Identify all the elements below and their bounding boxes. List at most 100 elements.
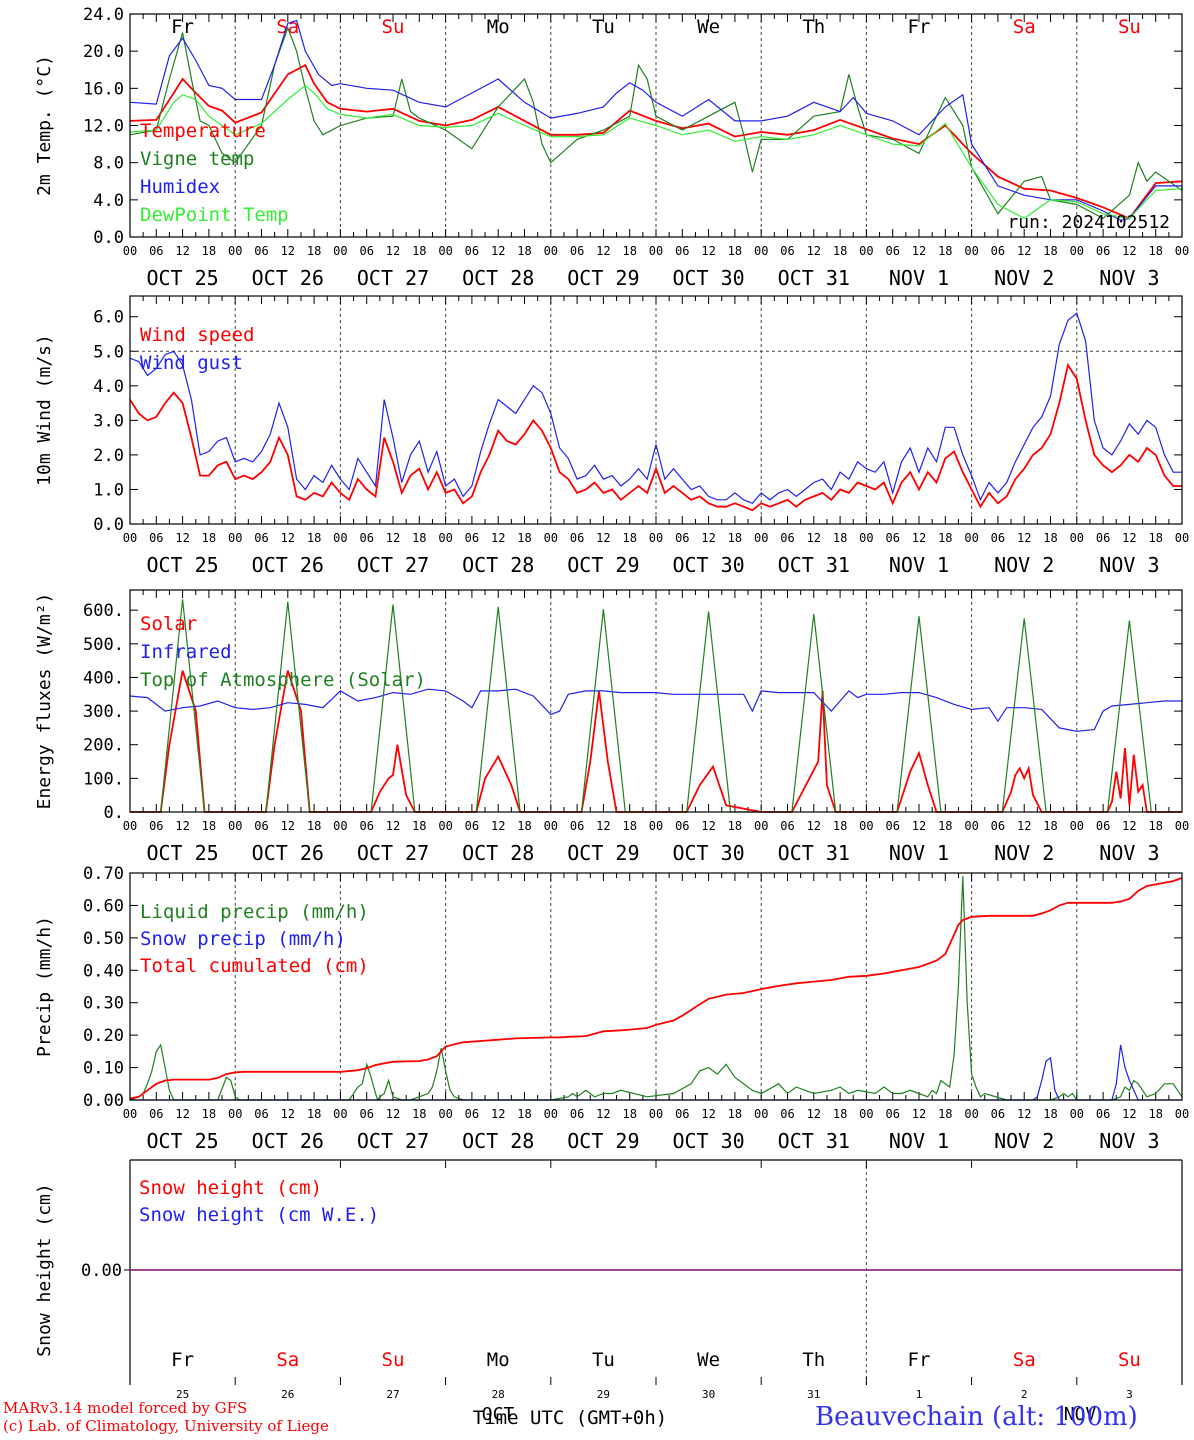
legend-wind-speed: Wind speed	[140, 324, 254, 346]
legend-snow-height-cm: Snow height (cm)	[139, 1177, 322, 1199]
hour-tick-label: 12	[1122, 244, 1136, 258]
hour-tick-label: 00	[754, 531, 768, 545]
legend-total-cumulated-cm: Total cumulated (cm)	[140, 955, 369, 977]
hour-tick-label: 00	[1175, 819, 1189, 833]
date-label: NOV 2	[994, 553, 1054, 577]
hour-tick-label: 00	[964, 1107, 978, 1121]
weekday-bottom: Mo	[487, 1349, 510, 1371]
date-label: OCT 27	[357, 553, 429, 577]
hour-tick-label: 18	[1148, 531, 1162, 545]
date-label: OCT 30	[672, 1129, 744, 1153]
weekday-bottom: Sa	[1013, 1349, 1036, 1371]
ytick-label: 12.0	[83, 117, 124, 137]
hour-tick-label: 06	[149, 244, 163, 258]
date-label: NOV 3	[1099, 841, 1159, 865]
weekday-bottom: We	[697, 1349, 720, 1371]
date-label: OCT 27	[357, 841, 429, 865]
date-label: NOV 3	[1099, 553, 1159, 577]
hour-tick-label: 06	[570, 819, 584, 833]
hour-tick-label: 00	[333, 1107, 347, 1121]
panel-5: 0.00 Snow height (cm) Snow height (cm) Snow…	[34, 1159, 1183, 1429]
ytick-label: 0.60	[83, 896, 124, 916]
hour-tick-label: 06	[780, 531, 794, 545]
model-credit: MARv3.14 model forced by GFS (c) Lab. of…	[3, 1399, 329, 1435]
hour-tick-label: 00	[964, 244, 978, 258]
hour-tick-label: 18	[938, 531, 952, 545]
hour-tick-label: 00	[544, 1107, 558, 1121]
hour-tick-label: 06	[780, 244, 794, 258]
hour-tick-label: 12	[912, 1107, 926, 1121]
hour-tick-label: 12	[1122, 531, 1136, 545]
date-label: OCT 25	[146, 1129, 218, 1153]
hour-tick-label: 00	[1070, 819, 1084, 833]
date-label: OCT 28	[462, 841, 534, 865]
hour-tick-label: 06	[254, 1107, 268, 1121]
hour-tick-label: 12	[912, 819, 926, 833]
panel-4: 0.00 0.10 0.20 0.30 0.40 0.50 0.60 0.70 Precip (…	[34, 864, 1189, 1153]
hour-tick-label: 18	[412, 244, 426, 258]
hour-tick-label: 00	[333, 244, 347, 258]
date-label: OCT 26	[252, 841, 324, 865]
month-label-oct: OCT	[482, 1404, 515, 1425]
hour-tick-label: 00	[333, 531, 347, 545]
weekday-header: Tu	[592, 16, 615, 38]
panel-2: 0.0 1.0 2.0 3.0 4.0 5.0 6.0 10m Wind (m/s) 00 06 1…	[34, 295, 1189, 577]
legend-snow-precip-mm-h: Snow precip (mm/h)	[140, 928, 346, 950]
hour-tick-label: 12	[281, 1107, 295, 1121]
date-label: OCT 28	[462, 553, 534, 577]
hour-tick-label: 12	[491, 1107, 505, 1121]
station-label: Beauvechain (alt: 100m)	[815, 1402, 1138, 1432]
y-axis-label: 2m Temp. (°C)	[34, 55, 55, 196]
hour-tick-label: 12	[175, 1107, 189, 1121]
hour-tick-label: 18	[202, 531, 216, 545]
ytick-label: 0.00	[81, 1261, 122, 1281]
hour-tick-label: 06	[1096, 1107, 1110, 1121]
y-axis-label: Precip (mm/h)	[34, 916, 55, 1057]
hour-tick-label: 18	[1148, 244, 1162, 258]
date-label: OCT 31	[778, 841, 850, 865]
weekday-bottom: Fr	[171, 1349, 194, 1371]
hour-tick-label: 12	[701, 531, 715, 545]
ytick-label: 0.30	[83, 994, 124, 1014]
hour-tick-label: 00	[859, 819, 873, 833]
hour-tick-label: 06	[991, 1107, 1005, 1121]
ytick-label: 5.0	[93, 342, 124, 362]
weekday-bottom: Sa	[276, 1349, 299, 1371]
hour-tick-label: 00	[438, 819, 452, 833]
legend-dewpoint-temp: DewPoint Temp	[140, 204, 289, 226]
hour-tick-label: 00	[754, 1107, 768, 1121]
hour-tick-label: 06	[780, 819, 794, 833]
ytick-label: 0.40	[83, 961, 124, 981]
hour-tick-label: 06	[1096, 819, 1110, 833]
date-label: NOV 2	[994, 266, 1054, 290]
date-label: OCT 31	[778, 1129, 850, 1153]
hour-tick-label: 06	[465, 244, 479, 258]
hour-tick-label: 00	[123, 1107, 137, 1121]
series-infrared	[129, 688, 1182, 732]
hour-tick-label: 12	[491, 531, 505, 545]
hour-tick-label: 00	[228, 244, 242, 258]
date-label: OCT 27	[357, 1129, 429, 1153]
hour-tick-label: 00	[123, 531, 137, 545]
ytick-label: 300.	[83, 702, 124, 722]
ytick-label: 0.	[104, 803, 124, 823]
x-axis-title: Time UTC (GMT+0h)	[473, 1407, 667, 1429]
hour-tick-label: 18	[728, 819, 742, 833]
series-wind-speed	[129, 362, 1182, 512]
hour-tick-label: 00	[438, 1107, 452, 1121]
hour-tick-label: 12	[386, 819, 400, 833]
legend-humidex: Humidex	[140, 176, 220, 198]
y-axis-label: Energy fluxes (W/m²)	[34, 593, 55, 810]
legend-wind-gust: Wind gust	[140, 352, 243, 374]
weekday-bottom: Su	[382, 1349, 405, 1371]
ytick-label: 0.00	[83, 1091, 124, 1111]
date-label: NOV 3	[1099, 1129, 1159, 1153]
date-label: NOV 1	[889, 1129, 949, 1153]
hour-tick-label: 06	[885, 1107, 899, 1121]
ytick-label: 0.50	[83, 929, 124, 949]
hour-tick-label: 12	[807, 819, 821, 833]
hour-tick-label: 18	[307, 531, 321, 545]
y-axis-label: Snow height (cm)	[34, 1183, 55, 1356]
hour-tick-label: 18	[412, 1107, 426, 1121]
hour-tick-label: 12	[596, 244, 610, 258]
